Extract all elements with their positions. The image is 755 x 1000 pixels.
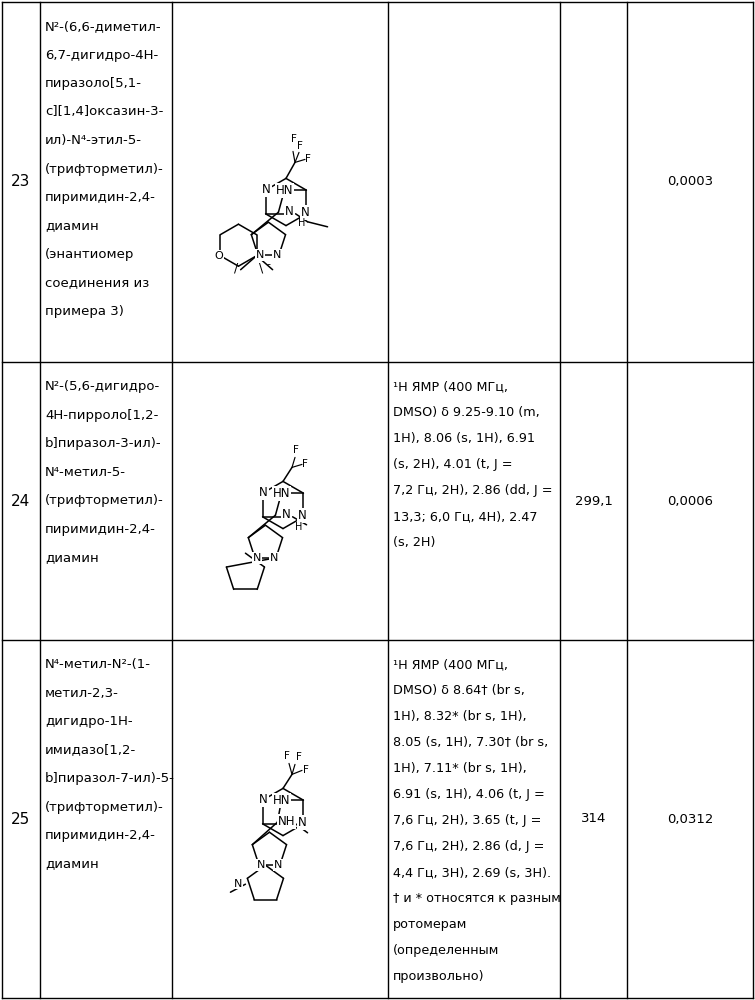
Text: пиримидин-2,4-: пиримидин-2,4-: [45, 829, 156, 842]
Text: b]пиразол-3-ил)-: b]пиразол-3-ил)-: [45, 437, 162, 450]
Text: N: N: [262, 183, 271, 196]
Text: /: /: [234, 262, 239, 275]
Text: 23: 23: [11, 174, 31, 190]
Text: N⁴-метил-N²-(1-: N⁴-метил-N²-(1-: [45, 658, 151, 671]
Text: метил-2,3-: метил-2,3-: [45, 686, 119, 700]
Text: N: N: [259, 793, 268, 806]
Text: 1H), 8.32* (br s, 1H),: 1H), 8.32* (br s, 1H),: [393, 710, 527, 723]
Text: 0,0003: 0,0003: [667, 176, 713, 188]
Text: с][1,4]оксазин-3-: с][1,4]оксазин-3-: [45, 105, 163, 118]
Text: 0,0006: 0,0006: [667, 494, 713, 508]
Text: N²-(6,6-диметил-: N²-(6,6-диметил-: [45, 20, 162, 33]
Text: HN: HN: [276, 184, 293, 197]
Text: диамин: диамин: [45, 857, 99, 870]
Text: N: N: [285, 205, 294, 218]
Text: O: O: [214, 251, 223, 261]
Text: 7,2 Гц, 2H), 2.86 (dd, J =: 7,2 Гц, 2H), 2.86 (dd, J =: [393, 484, 553, 497]
Text: ротомерам: ротомерам: [393, 918, 467, 931]
Text: H: H: [297, 218, 305, 228]
Text: HN: HN: [273, 794, 290, 807]
Text: 24: 24: [11, 493, 31, 508]
Text: 13,3; 6,0 Гц, 4H), 2.47: 13,3; 6,0 Гц, 4H), 2.47: [393, 510, 538, 523]
Text: 6,7-дигидро-4H-: 6,7-дигидро-4H-: [45, 48, 159, 62]
Text: N: N: [273, 250, 281, 260]
Text: F: F: [305, 154, 311, 164]
Text: 7,6 Гц, 2H), 2.86 (d, J =: 7,6 Гц, 2H), 2.86 (d, J =: [393, 840, 544, 853]
Text: диамин: диамин: [45, 551, 99, 564]
Text: примера 3): примера 3): [45, 305, 124, 318]
Text: 299,1: 299,1: [575, 494, 612, 508]
Text: H: H: [294, 522, 302, 532]
Text: F: F: [302, 459, 308, 469]
Text: N⁴-метил-5-: N⁴-метил-5-: [45, 466, 126, 479]
Text: ¹H ЯМР (400 МГц,: ¹H ЯМР (400 МГц,: [393, 658, 508, 671]
Text: † и * относятся к разным: † и * относятся к разным: [393, 892, 561, 905]
Text: F: F: [296, 752, 302, 762]
Text: N: N: [253, 553, 261, 563]
Text: диамин: диамин: [45, 220, 99, 232]
Text: F: F: [293, 445, 299, 455]
Text: N: N: [274, 860, 282, 870]
Text: F: F: [291, 134, 297, 144]
Text: DMSO) δ 9.25-9.10 (m,: DMSO) δ 9.25-9.10 (m,: [393, 406, 540, 419]
Text: N: N: [234, 879, 242, 889]
Text: (трифторметил)-: (трифторметил)-: [45, 800, 164, 814]
Text: соединения из: соединения из: [45, 276, 149, 290]
Text: произвольно): произвольно): [393, 970, 485, 983]
Text: ¹H ЯМР (400 МГц,: ¹H ЯМР (400 МГц,: [393, 380, 508, 393]
Text: N: N: [298, 509, 307, 522]
Text: F: F: [297, 141, 303, 151]
Text: 25: 25: [11, 812, 31, 826]
Text: N²-(5,6-дигидро-: N²-(5,6-дигидро-: [45, 380, 160, 393]
Text: пиразоло[5,1-: пиразоло[5,1-: [45, 77, 142, 90]
Text: 8.05 (s, 1H), 7.30† (br s,: 8.05 (s, 1H), 7.30† (br s,: [393, 736, 548, 749]
Text: NH: NH: [278, 815, 295, 828]
Text: -: -: [267, 259, 270, 269]
Text: 4,4 Гц, 3H), 2.69 (s, 3H).: 4,4 Гц, 3H), 2.69 (s, 3H).: [393, 866, 551, 879]
Text: 0,0312: 0,0312: [667, 812, 713, 826]
Text: DMSO) δ 8.64† (br s,: DMSO) δ 8.64† (br s,: [393, 684, 525, 697]
Text: N: N: [257, 860, 265, 870]
Text: пиримидин-2,4-: пиримидин-2,4-: [45, 522, 156, 536]
Text: (определенным: (определенным: [393, 944, 499, 957]
Text: F: F: [284, 751, 290, 761]
Text: (трифторметил)-: (трифторметил)-: [45, 494, 164, 507]
Text: b]пиразол-7-ил)-5-: b]пиразол-7-ил)-5-: [45, 772, 175, 785]
Text: (s, 2H), 4.01 (t, J =: (s, 2H), 4.01 (t, J =: [393, 458, 513, 471]
Text: 4H-пирроло[1,2-: 4H-пирроло[1,2-: [45, 408, 159, 422]
Text: имидазо[1,2-: имидазо[1,2-: [45, 744, 136, 756]
Text: (трифторметил)-: (трифторметил)-: [45, 162, 164, 176]
Text: \: \: [259, 262, 263, 275]
Text: (энантиомер: (энантиомер: [45, 248, 134, 261]
Text: 1H), 8.06 (s, 1H), 6.91: 1H), 8.06 (s, 1H), 6.91: [393, 432, 535, 445]
Text: 314: 314: [581, 812, 606, 826]
Text: 6.91 (s, 1H), 4.06 (t, J =: 6.91 (s, 1H), 4.06 (t, J =: [393, 788, 545, 801]
Text: N: N: [270, 553, 278, 563]
Text: N: N: [282, 508, 291, 521]
Text: пиримидин-2,4-: пиримидин-2,4-: [45, 191, 156, 204]
Text: ил)-N⁴-этил-5-: ил)-N⁴-этил-5-: [45, 134, 142, 147]
Text: (s, 2H): (s, 2H): [393, 536, 436, 549]
Text: 1H), 7.11* (br s, 1H),: 1H), 7.11* (br s, 1H),: [393, 762, 527, 775]
Text: N: N: [259, 486, 268, 499]
Text: 7,6 Гц, 2H), 3.65 (t, J =: 7,6 Гц, 2H), 3.65 (t, J =: [393, 814, 541, 827]
Text: дигидро-1H-: дигидро-1H-: [45, 715, 133, 728]
Text: N: N: [298, 816, 307, 829]
Text: F: F: [303, 765, 309, 775]
Text: HN: HN: [273, 487, 290, 500]
Text: N: N: [256, 250, 264, 260]
Text: N: N: [301, 206, 310, 219]
